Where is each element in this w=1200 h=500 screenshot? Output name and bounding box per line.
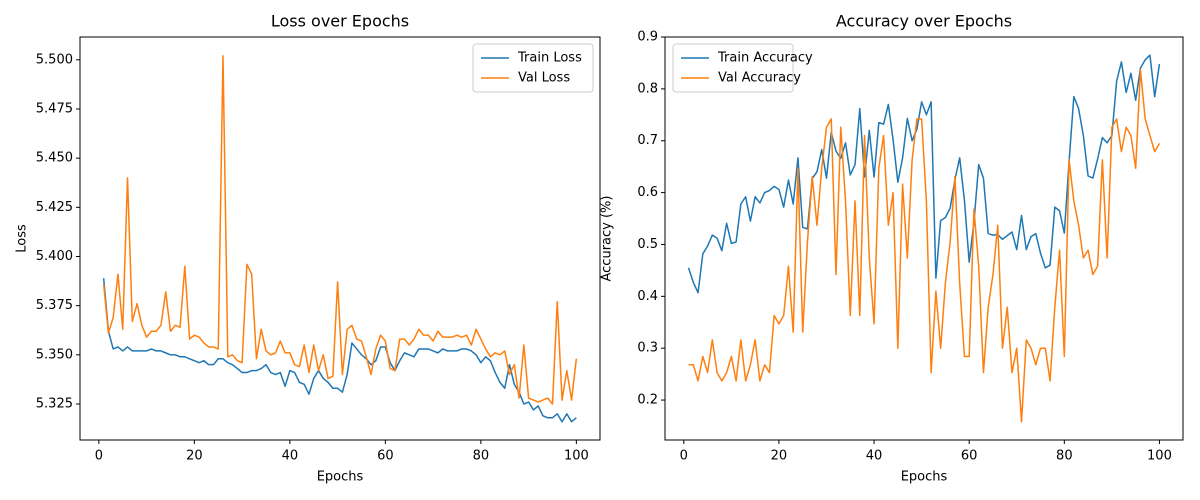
data-line <box>688 68 1161 423</box>
y-axis-label: Accuracy (%) <box>600 196 615 282</box>
x-tick-label: 80 <box>473 449 490 464</box>
x-tick-label: 60 <box>377 449 394 464</box>
x-axis-label: Epochs <box>317 470 364 485</box>
y-tick-label: 0.2 <box>637 393 658 408</box>
y-tick-label: 5.475 <box>36 101 73 116</box>
y-tick-label: 5.325 <box>36 397 73 412</box>
x-tick-label: 40 <box>282 449 299 464</box>
y-tick-label: 0.7 <box>637 133 658 148</box>
x-tick-label: 20 <box>771 449 788 464</box>
chart-title: Accuracy over Epochs <box>836 12 1012 31</box>
y-tick-label: 0.5 <box>637 237 658 252</box>
y-tick-label: 0.8 <box>637 81 658 96</box>
x-tick-label: 0 <box>680 449 688 464</box>
x-tick-label: 40 <box>866 449 883 464</box>
legend-label: Train Loss <box>517 51 582 66</box>
x-tick-label: 100 <box>564 449 589 464</box>
x-tick-label: 60 <box>961 449 978 464</box>
axes-frame <box>664 36 1184 441</box>
x-tick-label: 80 <box>1056 449 1073 464</box>
axes-frame <box>79 36 601 441</box>
x-tick-label: 0 <box>95 449 103 464</box>
legend-label: Train Accuracy <box>717 51 813 66</box>
y-tick-label: 5.350 <box>36 347 73 362</box>
y-tick-label: 0.9 <box>637 30 658 45</box>
legend-box <box>472 43 594 93</box>
y-tick-label: 5.500 <box>36 52 73 67</box>
data-line <box>102 278 577 423</box>
chart-title: Loss over Epochs <box>271 12 409 31</box>
legend-box <box>672 43 794 93</box>
y-tick-label: 5.400 <box>36 249 73 264</box>
y-tick-label: 5.425 <box>36 200 73 215</box>
x-axis-label: Epochs <box>901 470 948 485</box>
legend-label: Val Accuracy <box>718 71 801 86</box>
y-tick-label: 5.450 <box>36 151 73 166</box>
data-line <box>102 55 578 405</box>
data-line <box>687 54 1161 294</box>
y-tick-label: 0.3 <box>637 341 658 356</box>
y-tick-label: 0.4 <box>637 289 658 304</box>
legend-label: Val Loss <box>518 71 570 86</box>
y-tick-label: 0.6 <box>637 185 658 200</box>
x-tick-label: 100 <box>1147 449 1172 464</box>
x-tick-label: 20 <box>186 449 203 464</box>
y-axis-label: Loss <box>15 224 30 253</box>
y-tick-label: 5.375 <box>36 298 73 313</box>
